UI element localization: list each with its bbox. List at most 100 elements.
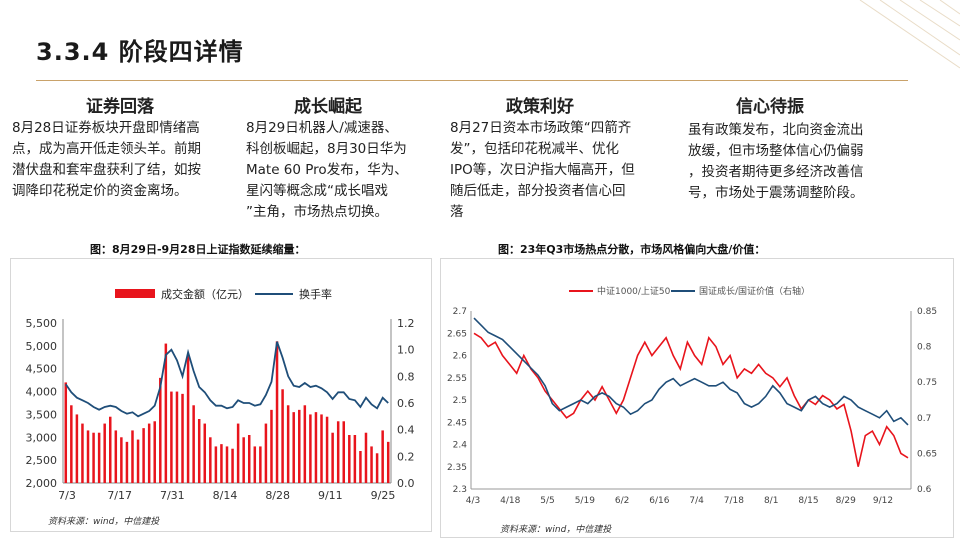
volume-bar	[275, 341, 279, 483]
volume-bar	[303, 405, 307, 483]
volume-bar	[320, 414, 323, 483]
column-text-1: 8月28日证券板块开盘即情绪高 点，成为高开低走领头羊。前期 潜伏盘和套牢盘获利…	[12, 120, 201, 199]
column-heading-3: 政策利好	[506, 97, 574, 117]
volume-bar	[220, 444, 223, 483]
volume-bar	[86, 430, 90, 483]
volume-bar	[153, 421, 156, 483]
volume-bar	[264, 423, 268, 483]
volume-bar	[325, 416, 329, 483]
y-right-tick-label: 0.65	[917, 449, 937, 459]
volume-bar	[247, 435, 251, 483]
y-left-tick-label: 4,500	[26, 363, 58, 376]
volume-bar	[259, 446, 262, 483]
volume-bar	[375, 453, 379, 483]
corner-decoration	[859, 0, 960, 69]
volume-bar	[186, 355, 190, 483]
volume-bar	[175, 391, 179, 483]
y-left-tick-label: 5,000	[26, 340, 58, 353]
x-tick-label: 8/1	[764, 496, 778, 506]
legend-label-ratio2: 国证成长/国证价值（右轴）	[699, 285, 810, 297]
y-right-tick-label: 0.4	[397, 424, 415, 437]
volume-bar	[353, 435, 357, 483]
y-left-tick-label: 2.35	[447, 463, 467, 473]
column-heading-2: 成长崛起	[294, 97, 362, 117]
y-right-tick-label: 0.8	[397, 370, 415, 383]
volume-bar	[181, 393, 184, 483]
volume-bar	[286, 405, 290, 483]
y-right-tick-label: 0.75	[917, 378, 937, 388]
y-left-tick-label: 2.7	[453, 307, 467, 317]
y-right-tick-label: 0.6	[917, 485, 932, 495]
volume-bar	[386, 441, 390, 483]
y-left-tick-label: 4,000	[26, 386, 58, 399]
y-right-tick-label: 0.7	[917, 414, 931, 424]
x-tick-label: 7/4	[689, 496, 704, 506]
page-title: 3.3.4 阶段四详情	[36, 38, 244, 66]
column-heading-4: 信心待振	[736, 97, 804, 117]
volume-bar	[125, 441, 129, 483]
volume-bar	[159, 377, 162, 483]
ratio1-line	[473, 332, 909, 467]
volume-bar	[192, 405, 195, 483]
volume-bar	[231, 448, 234, 483]
volume-bar	[164, 343, 168, 483]
volume-bar	[114, 430, 118, 483]
volume-bar	[203, 423, 207, 483]
x-tick-label: 4/3	[466, 496, 480, 506]
y-right-tick-label: 1.2	[397, 317, 415, 330]
y-left-tick-label: 2.55	[447, 374, 467, 384]
y-left-tick-label: 2.6	[453, 352, 468, 362]
volume-bar	[381, 430, 384, 483]
volume-bar	[147, 423, 151, 483]
legend-label-volume: 成交金额（亿元）	[161, 287, 249, 301]
volume-bar	[270, 409, 273, 483]
volume-bar	[331, 432, 334, 483]
x-tick-label: 6/16	[649, 496, 669, 506]
y-right-tick-label: 0.85	[917, 307, 937, 317]
x-tick-label: 9/11	[318, 489, 343, 502]
legend-label-ratio1: 中证1000/上证50	[597, 285, 671, 297]
volume-bar	[314, 412, 318, 483]
y-right-tick-label: 0.0	[397, 477, 415, 490]
y-left-tick-label: 3,500	[26, 408, 58, 421]
volume-bar	[103, 423, 106, 483]
y-left-tick-label: 2.5	[453, 396, 467, 406]
volume-bar	[214, 446, 218, 483]
x-tick-label: 8/29	[836, 496, 856, 506]
volume-bar	[281, 389, 284, 483]
volume-bar	[197, 419, 201, 483]
x-tick-label: 7/18	[724, 496, 744, 506]
volume-bar	[242, 437, 245, 483]
volume-bar	[309, 414, 312, 483]
y-right-tick-label: 0.6	[397, 397, 415, 410]
left-figure-caption: 图：8月29日-9月28日上证指数延续缩量：	[90, 243, 306, 256]
column-text-3: 8月27日资本市场政策“四箭齐 发”，包括印花税减半、优化 IPO等，次日沪指大…	[450, 120, 635, 220]
volume-bar	[348, 435, 351, 483]
right-figure-caption: 图：23年Q3市场热点分散，市场风格偏向大盘/价值：	[498, 243, 766, 256]
y-left-tick-label: 2.45	[447, 418, 467, 428]
volume-bar	[236, 423, 240, 483]
left-chart: 成交金额（亿元） 换手率 2,000 2,500 3,000 3,500 4,000 4,50…	[26, 287, 415, 502]
volume-bar	[136, 439, 140, 483]
volume-bar	[209, 437, 212, 483]
column-heading-1: 证券回落	[86, 97, 154, 117]
volume-bar	[109, 416, 112, 483]
y-right-tick-label: 0.8	[917, 343, 932, 353]
x-tick-label: 9/12	[873, 496, 893, 506]
x-tick-label: 6/2	[615, 496, 629, 506]
column-text-2: 8月29日机器人/减速器、 科创板崛起，8月30日华为 Mate 60 Pro发…	[246, 120, 408, 220]
y-left-tick-label: 2,500	[26, 454, 58, 467]
volume-bar	[370, 446, 373, 483]
ratio2-line	[473, 317, 909, 426]
y-right-tick-label: 1.0	[397, 344, 415, 357]
y-left-tick-label: 2.3	[453, 485, 467, 495]
volume-bar	[75, 414, 79, 483]
x-tick-label: 4/18	[500, 496, 520, 506]
y-left-tick-label: 2,000	[26, 477, 58, 490]
x-tick-label: 7/3	[58, 489, 76, 502]
x-tick-label: 7/31	[160, 489, 185, 502]
volume-bar	[142, 428, 145, 483]
y-left-tick-label: 5,500	[26, 317, 58, 330]
volume-bar	[253, 446, 257, 483]
x-tick-label: 5/19	[575, 496, 595, 506]
